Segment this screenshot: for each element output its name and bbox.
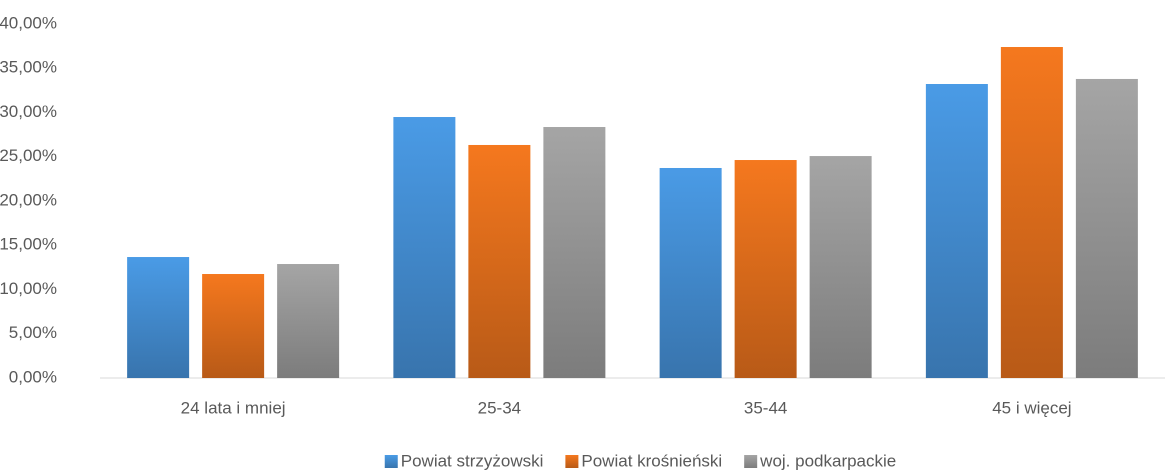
y-tick-label: 40,00% <box>0 13 57 32</box>
bar <box>468 144 531 378</box>
bar <box>659 167 722 378</box>
bar <box>1000 47 1063 378</box>
legend-swatch <box>384 455 398 468</box>
legend: Powiat strzyżowski Powiat krośnieński woj.… <box>384 451 896 470</box>
legend-swatch <box>565 455 579 468</box>
legend-label: Powiat krośnieński <box>581 451 722 470</box>
legend-swatch <box>744 455 758 468</box>
x-tick-label: 45 i więcej <box>992 398 1071 417</box>
bar <box>127 257 190 378</box>
y-tick-label: 5,00% <box>9 323 57 342</box>
x-tick-label: 24 lata i mniej <box>181 398 286 417</box>
y-tick-label: 10,00% <box>0 279 57 298</box>
legend-label: woj. podkarpackie <box>759 451 896 470</box>
y-tick-label: 35,00% <box>0 58 57 77</box>
bar <box>1075 78 1138 379</box>
bar <box>277 264 340 378</box>
bar <box>543 127 606 378</box>
bar <box>393 117 456 379</box>
x-tick-label: 25-34 <box>478 398 521 417</box>
y-tick-label: 25,00% <box>0 146 57 165</box>
bar <box>734 160 797 378</box>
y-tick-label: 20,00% <box>0 190 57 209</box>
legend-label: Powiat strzyżowski <box>401 451 544 470</box>
x-tick-label: 35-44 <box>744 398 787 417</box>
y-tick-label: 0,00% <box>9 367 57 386</box>
bar <box>809 156 872 378</box>
bar <box>202 274 265 378</box>
y-tick-label: 30,00% <box>0 102 57 121</box>
y-tick-label: 15,00% <box>0 235 57 254</box>
bar <box>925 84 988 379</box>
